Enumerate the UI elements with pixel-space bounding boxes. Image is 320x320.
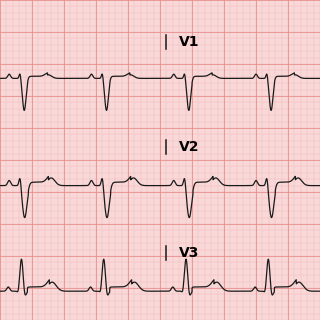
- Text: V3: V3: [179, 246, 200, 260]
- Text: V1: V1: [179, 35, 200, 49]
- Text: V2: V2: [179, 140, 200, 154]
